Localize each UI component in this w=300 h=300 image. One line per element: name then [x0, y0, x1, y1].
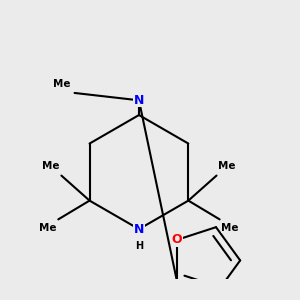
- Text: N: N: [134, 223, 144, 236]
- Text: H: H: [135, 241, 143, 251]
- Text: Me: Me: [218, 161, 236, 171]
- Text: N: N: [134, 94, 144, 107]
- Text: Me: Me: [53, 79, 71, 89]
- Text: Me: Me: [221, 223, 239, 233]
- Text: O: O: [172, 233, 182, 246]
- Text: Me: Me: [39, 223, 56, 233]
- Text: Me: Me: [42, 161, 60, 171]
